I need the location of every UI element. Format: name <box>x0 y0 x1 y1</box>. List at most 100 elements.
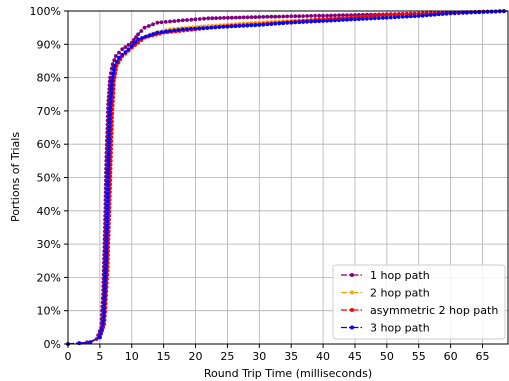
series-point-3-hop-path <box>381 16 385 20</box>
series-point-3-hop-path <box>321 19 325 23</box>
series-point-3-hop-path <box>108 116 112 121</box>
series-point-1-hop-path <box>222 16 226 20</box>
series-point-3-hop-path <box>105 203 110 208</box>
series-point-3-hop-path <box>104 258 109 263</box>
series-point-3-hop-path <box>163 29 168 34</box>
x-tick-label: 35 <box>284 350 298 363</box>
series-point-1-hop-path <box>185 18 189 22</box>
series-point-3-hop-path <box>102 314 106 319</box>
series-point-3-hop-path <box>108 97 113 102</box>
series-point-3-hop-path <box>117 55 121 60</box>
series-point-3-hop-path <box>109 82 114 87</box>
series-point-1-hop-path <box>85 340 89 345</box>
x-tick-label: 25 <box>220 350 234 363</box>
y-tick-label: 10% <box>37 305 61 318</box>
series-point-3-hop-path <box>396 15 401 19</box>
series-point-1-hop-path <box>289 14 294 19</box>
series-point-1-hop-path <box>210 16 215 21</box>
series-point-asymmetric-2-hop-path <box>381 13 385 18</box>
series-point-3-hop-path <box>225 24 230 29</box>
series-point-3-hop-path <box>297 20 302 25</box>
series-point-3-hop-path <box>107 148 111 153</box>
series-point-3-hop-path <box>265 22 270 27</box>
series-point-3-hop-path <box>388 15 393 20</box>
legend-marker-1-hop-path <box>350 273 354 277</box>
series-point-3-hop-path <box>193 26 197 31</box>
series-point-3-hop-path <box>106 179 110 184</box>
series-point-3-hop-path <box>249 23 254 28</box>
series-point-3-hop-path <box>102 306 107 311</box>
series-point-1-hop-path <box>172 19 177 23</box>
series-point-3-hop-path <box>106 152 111 156</box>
series-point-3-hop-path <box>456 11 461 15</box>
series-point-3-hop-path <box>273 21 278 26</box>
series-point-3-hop-path <box>103 282 108 287</box>
series-point-1-hop-path <box>285 14 290 19</box>
legend-marker-asymmetric-2-hop-path <box>350 308 354 312</box>
series-point-3-hop-path <box>412 14 417 19</box>
y-tick-label: 90% <box>37 38 61 51</box>
series-point-asymmetric-2-hop-path <box>384 13 389 17</box>
series-point-1-hop-path <box>293 14 298 19</box>
x-tick-label: 50 <box>380 350 394 363</box>
series-point-3-hop-path <box>109 94 113 98</box>
series-point-3-hop-path <box>349 17 353 22</box>
series-point-3-hop-path <box>109 86 114 91</box>
x-tick-label: 5 <box>96 350 103 363</box>
series-point-3-hop-path <box>209 25 214 30</box>
series-point-3-hop-path <box>104 239 109 243</box>
series-point-3-hop-path <box>301 20 305 24</box>
series-point-3-hop-path <box>461 10 465 15</box>
series-point-1-hop-path <box>206 16 211 21</box>
series-point-3-hop-path <box>112 64 117 68</box>
series-point-3-hop-path <box>105 199 110 204</box>
series-point-3-hop-path <box>337 18 341 23</box>
series-point-1-hop-path <box>281 14 286 19</box>
series-point-3-hop-path <box>345 17 349 22</box>
series-point-3-hop-path <box>309 19 313 24</box>
series-point-1-hop-path <box>120 47 125 52</box>
x-tick-label: 30 <box>252 350 266 363</box>
y-tick-label: 30% <box>37 238 61 251</box>
series-point-3-hop-path <box>241 23 246 28</box>
series-point-3-hop-path <box>140 36 144 40</box>
series-point-1-hop-path <box>189 17 194 22</box>
series-point-3-hop-path <box>277 21 282 26</box>
series-point-3-hop-path <box>313 19 317 24</box>
series-point-3-hop-path <box>98 331 103 336</box>
legend-marker-3-hop-path <box>350 325 354 330</box>
series-point-1-hop-path <box>237 15 242 20</box>
x-tick-label: 60 <box>444 350 458 363</box>
y-tick-labels: 0% 10% 20% 30% 40% 50% 60% 70% 80% 90% 100% <box>30 5 68 351</box>
series-point-3-hop-path <box>107 136 112 141</box>
legend-box <box>332 264 506 340</box>
series-point-1-hop-path <box>129 40 134 45</box>
series-point-3-hop-path <box>106 167 111 172</box>
series-point-1-hop-path <box>176 18 181 23</box>
series-point-3-hop-path <box>444 11 449 16</box>
series-point-1-hop-path <box>197 17 202 21</box>
series-point-3-hop-path <box>136 37 141 42</box>
x-tick-label: 20 <box>189 350 203 363</box>
series-point-3-hop-path <box>159 30 164 34</box>
series-point-3-hop-path <box>104 250 109 255</box>
series-point-3-hop-path <box>100 323 105 327</box>
series-point-3-hop-path <box>104 262 108 267</box>
series-point-1-hop-path <box>269 14 274 19</box>
series-point-3-hop-path <box>106 183 110 188</box>
series-point-3-hop-path <box>289 20 294 25</box>
series-point-3-hop-path <box>213 25 218 30</box>
series-point-3-hop-path <box>107 132 112 137</box>
series-point-3-hop-path <box>126 47 131 52</box>
series-point-3-hop-path <box>77 341 82 346</box>
series-point-3-hop-path <box>469 10 473 15</box>
series-point-3-hop-path <box>104 266 108 271</box>
y-tick-label: 100% <box>30 5 61 18</box>
series-point-1-hop-path <box>155 20 160 25</box>
series-point-3-hop-path <box>221 25 226 29</box>
series-point-asymmetric-2-hop-path <box>136 40 141 45</box>
series-point-3-hop-path <box>107 144 111 149</box>
y-axis-label: Portions of Trials <box>9 132 22 222</box>
series-point-3-hop-path <box>103 290 107 295</box>
